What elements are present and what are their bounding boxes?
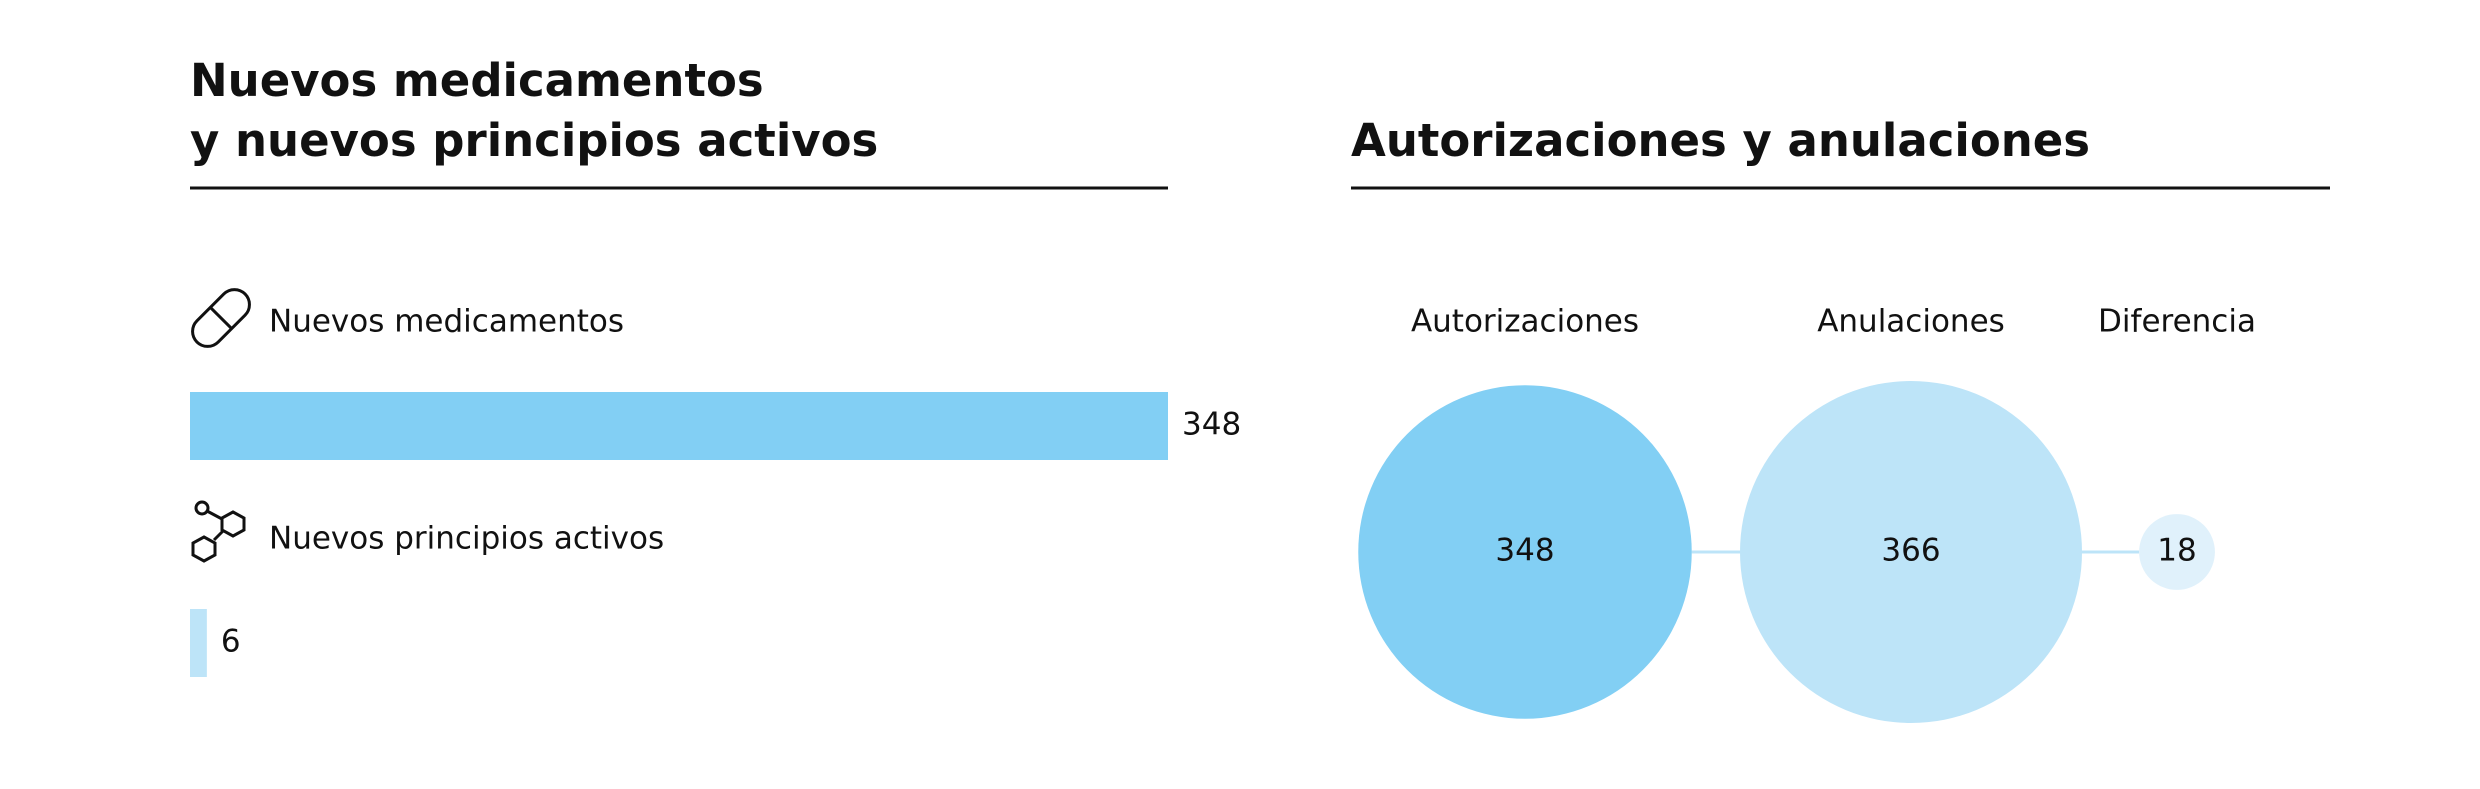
- bar: [190, 609, 207, 677]
- category-label: Diferencia: [2098, 304, 2256, 340]
- value-label: 366: [1881, 533, 1940, 569]
- category-label: Anulaciones: [1817, 304, 2005, 340]
- category-label: Nuevos medicamentos: [269, 304, 624, 340]
- category-label: Nuevos principios activos: [269, 521, 664, 557]
- chart-title-line: Nuevos medicamentos: [190, 54, 764, 107]
- bubble: [1358, 385, 1692, 719]
- value-label: 348: [1182, 407, 1241, 443]
- category-label: Autorizaciones: [1411, 304, 1639, 340]
- chart-title-line: y nuevos principios activos: [190, 114, 878, 167]
- molecule-icon: [191, 500, 246, 563]
- value-label: 6: [221, 624, 241, 660]
- value-label: 348: [1495, 533, 1554, 569]
- chart-title: Autorizaciones y anulaciones: [1351, 114, 2090, 167]
- pill-icon: [191, 288, 251, 348]
- bar: [190, 392, 1168, 460]
- bubble: [2139, 514, 2215, 590]
- bubble: [1740, 381, 2082, 723]
- value-label: 18: [2157, 533, 2196, 569]
